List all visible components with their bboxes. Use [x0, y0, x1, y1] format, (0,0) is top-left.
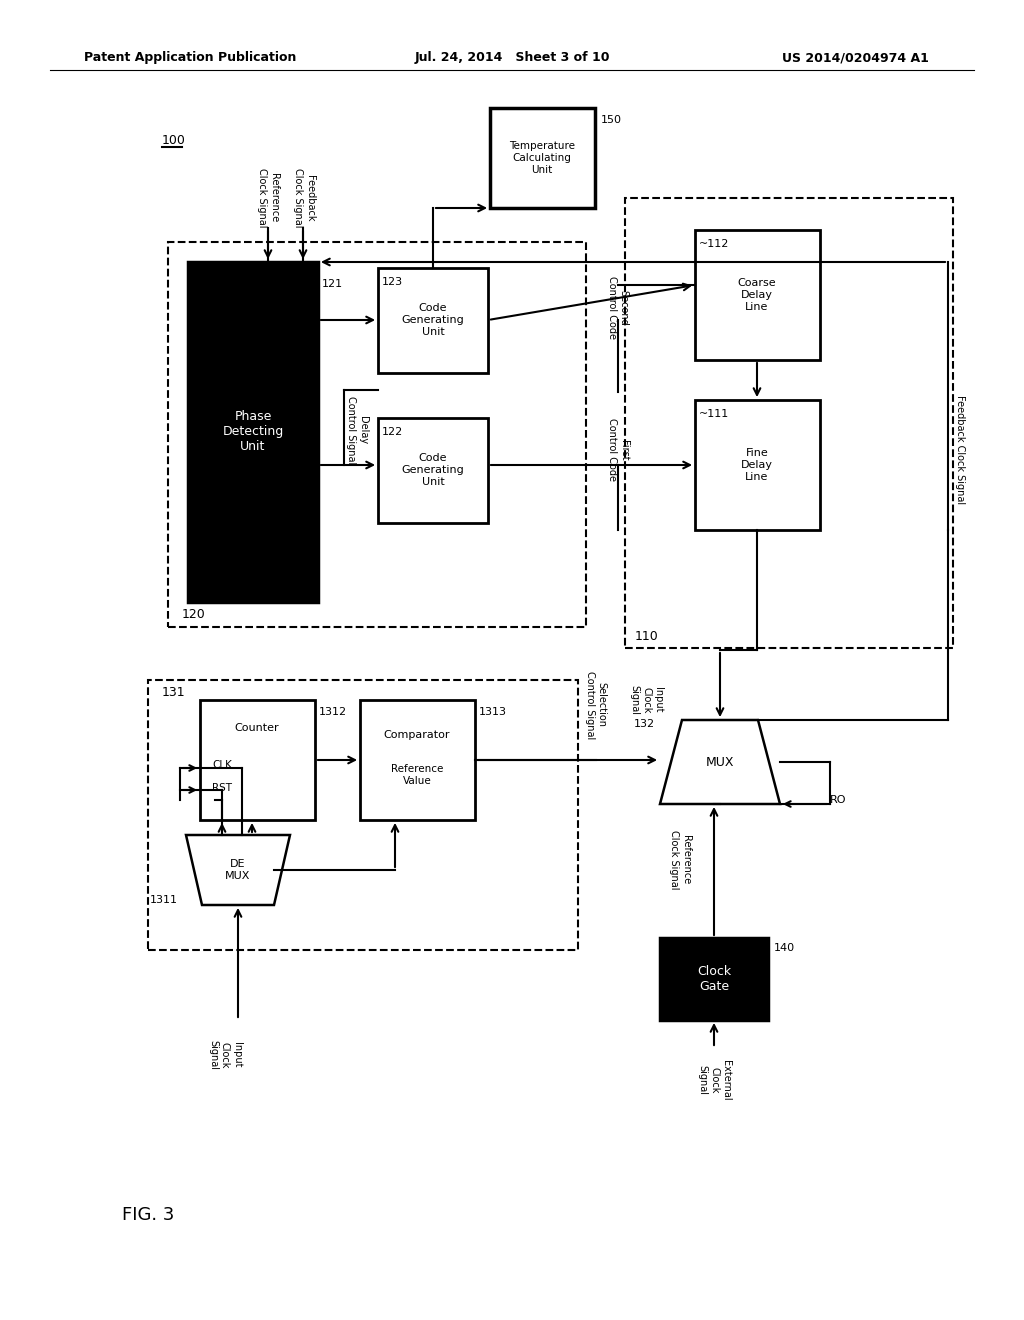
Text: CLK: CLK: [212, 760, 231, 770]
Bar: [695, 400, 820, 531]
Text: 1312: 1312: [319, 708, 347, 717]
Text: External
Clock
Signal: External Clock Signal: [697, 1060, 730, 1101]
Text: RST: RST: [212, 783, 232, 793]
Text: Fine
Delay
Line: Fine Delay Line: [741, 449, 773, 482]
Text: Reference
Value: Reference Value: [391, 764, 443, 785]
Text: Coarse
Delay
Line: Coarse Delay Line: [737, 279, 776, 312]
Bar: [360, 700, 475, 820]
Text: Patent Application Publication: Patent Application Publication: [84, 51, 296, 65]
Bar: [625, 198, 953, 648]
Text: 100: 100: [162, 133, 186, 147]
Text: Input
Clock
Signal: Input Clock Signal: [209, 1040, 242, 1071]
Text: Delay
Control Signal: Delay Control Signal: [346, 396, 368, 465]
Text: 1313: 1313: [479, 708, 507, 717]
Text: Jul. 24, 2014   Sheet 3 of 10: Jul. 24, 2014 Sheet 3 of 10: [415, 51, 609, 65]
Text: ~111: ~111: [699, 409, 729, 418]
Text: 123: 123: [382, 277, 403, 286]
Text: 1311: 1311: [150, 895, 178, 906]
Bar: [490, 108, 595, 209]
Text: Feedback Clock Signal: Feedback Clock Signal: [955, 396, 965, 504]
Text: 150: 150: [601, 115, 622, 125]
Bar: [378, 418, 488, 523]
Text: 132: 132: [634, 719, 655, 729]
Text: Temperature
Calculating
Unit: Temperature Calculating Unit: [509, 141, 575, 174]
Text: Reference
Clock Signal: Reference Clock Signal: [257, 168, 279, 228]
Bar: [200, 700, 315, 820]
Text: Counter: Counter: [234, 723, 280, 733]
Text: 131: 131: [162, 685, 185, 698]
Text: 140: 140: [774, 942, 795, 953]
Text: 121: 121: [322, 279, 343, 289]
Text: Selection
Control Signal: Selection Control Signal: [585, 671, 607, 739]
Polygon shape: [186, 836, 290, 906]
Text: Reference
Clock Signal: Reference Clock Signal: [670, 830, 691, 890]
Bar: [168, 242, 586, 627]
Text: RO: RO: [830, 795, 847, 805]
Text: Input
Clock
Signal: Input Clock Signal: [630, 685, 663, 715]
Polygon shape: [660, 719, 780, 804]
Bar: [695, 230, 820, 360]
Text: Code
Generating
Unit: Code Generating Unit: [401, 453, 464, 487]
Text: Code
Generating
Unit: Code Generating Unit: [401, 304, 464, 337]
Text: Second
Control Code: Second Control Code: [607, 276, 629, 339]
Text: 110: 110: [635, 630, 658, 643]
Text: ~112: ~112: [699, 239, 729, 249]
Text: Feedback
Clock Signal: Feedback Clock Signal: [293, 168, 314, 228]
Text: MUX: MUX: [706, 755, 734, 768]
Text: FIG. 3: FIG. 3: [122, 1206, 174, 1224]
Text: First
Control Code: First Control Code: [607, 418, 629, 482]
Text: Phase
Detecting
Unit: Phase Detecting Unit: [222, 411, 284, 454]
Bar: [660, 939, 768, 1020]
Text: Clock
Gate: Clock Gate: [697, 965, 731, 993]
Text: 122: 122: [382, 426, 403, 437]
Bar: [148, 680, 578, 950]
Text: US 2014/0204974 A1: US 2014/0204974 A1: [781, 51, 929, 65]
Bar: [188, 261, 318, 602]
Text: DE
MUX: DE MUX: [225, 859, 251, 880]
Text: 120: 120: [182, 609, 206, 622]
Text: Comparator: Comparator: [384, 730, 451, 741]
Bar: [378, 268, 488, 374]
